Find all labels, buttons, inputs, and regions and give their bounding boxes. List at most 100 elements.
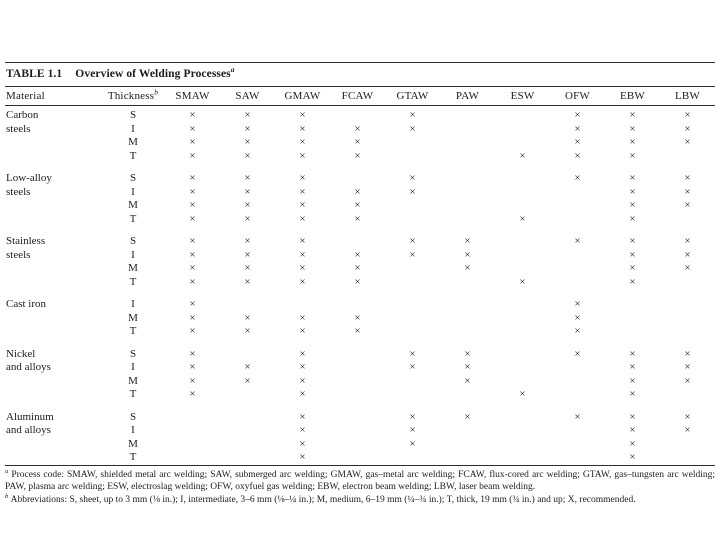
empty-cell [550, 424, 605, 438]
mark-cell-ebw: × [629, 248, 636, 261]
mark-cell-lbw: × [684, 410, 691, 423]
empty-cell [330, 411, 385, 425]
thickness-cell: I [131, 248, 135, 261]
mark-cell-saw: × [244, 185, 251, 198]
mark-cell-smaw: × [189, 136, 196, 148]
mark-cell-paw: × [464, 248, 471, 261]
mark-cell-paw: × [464, 347, 471, 360]
empty-cell [495, 361, 550, 375]
empty-cell [330, 424, 385, 438]
mark-cell-ofw: × [574, 122, 581, 135]
table-header-row: Material Thicknessb SMAW SAW GMAW FCAW GTAW P… [5, 86, 715, 106]
mark-cell-saw: × [244, 275, 251, 288]
empty-cell [220, 424, 275, 438]
thickness-cell: I [131, 298, 135, 310]
empty-cell [495, 424, 550, 438]
empty-cell [440, 424, 495, 438]
footnote-b-marker: b [5, 492, 9, 500]
mark-cell-smaw: × [189, 109, 196, 121]
mark-cell-gmaw: × [299, 361, 306, 373]
empty-cell [385, 312, 440, 326]
empty-cell [330, 451, 385, 465]
mark-cell-ebw: × [629, 212, 636, 225]
material-cell [5, 438, 101, 452]
mark-cell-gtaw: × [409, 235, 416, 247]
material-cell [5, 213, 101, 227]
empty-cell [440, 438, 495, 452]
empty-cell [440, 199, 495, 213]
mark-cell-fcaw: × [354, 325, 361, 337]
mark-cell-gtaw: × [409, 122, 416, 135]
mark-cell-esw: × [519, 149, 526, 162]
mark-cell-saw: × [244, 172, 251, 184]
material-cell [5, 388, 101, 402]
empty-cell [550, 186, 605, 200]
column-header-lbw: LBW [660, 86, 715, 106]
empty-cell [605, 298, 660, 312]
empty-cell [495, 172, 550, 186]
mark-cell-gmaw: × [299, 275, 306, 288]
mark-cell-saw: × [244, 325, 251, 337]
mark-cell-ebw: × [629, 172, 636, 184]
empty-cell [330, 235, 385, 249]
empty-cell [660, 213, 715, 227]
empty-cell [440, 451, 495, 465]
empty-cell [660, 438, 715, 452]
footnote-b-text: Abbreviations: S, sheet, up to 3 mm (⅛ i… [10, 494, 636, 505]
mark-cell-ebw: × [629, 424, 636, 436]
empty-cell [495, 375, 550, 389]
material-cell [5, 136, 101, 150]
thickness-cell: I [131, 361, 135, 373]
empty-cell [495, 199, 550, 213]
table-row: M × × × × × × [5, 375, 715, 389]
mark-cell-gtaw: × [409, 424, 416, 436]
mark-cell-saw: × [244, 311, 251, 324]
column-header-paw: PAW [440, 86, 495, 106]
mark-cell-smaw: × [189, 361, 196, 373]
mark-cell-saw: × [244, 136, 251, 148]
mark-cell-ofw: × [574, 410, 581, 423]
mark-cell-ebw: × [629, 275, 636, 288]
mark-cell-saw: × [244, 262, 251, 274]
table-title: TABLE 1.1 Overview of Welding Processesa [5, 63, 715, 86]
mark-cell-ofw: × [574, 347, 581, 360]
empty-cell [385, 136, 440, 150]
mark-cell-fcaw: × [354, 248, 361, 261]
table-row: M × × × × × × [5, 199, 715, 213]
mark-cell-smaw: × [189, 248, 196, 261]
mark-cell-lbw: × [684, 199, 691, 211]
group-spacer-row [5, 163, 715, 172]
mark-cell-smaw: × [189, 212, 196, 225]
thickness-cell: M [128, 311, 138, 324]
material-cell [5, 262, 101, 276]
mark-cell-smaw: × [189, 325, 196, 337]
table-row: Aluminum S × × × × × × [5, 411, 715, 425]
thickness-cell: S [129, 410, 137, 423]
column-header-material: Material [5, 86, 101, 106]
empty-cell [440, 150, 495, 164]
mark-cell-smaw: × [189, 149, 196, 162]
mark-cell-gmaw: × [299, 410, 306, 423]
thickness-cell: T [129, 388, 137, 400]
mark-cell-smaw: × [189, 185, 196, 198]
empty-cell [385, 213, 440, 227]
mark-cell-lbw: × [684, 347, 691, 360]
mark-cell-paw: × [464, 410, 471, 423]
mark-cell-ebw: × [629, 199, 636, 211]
mark-cell-saw: × [244, 212, 251, 225]
mark-cell-ebw: × [629, 451, 636, 463]
empty-cell [330, 172, 385, 186]
material-cell [5, 150, 101, 164]
mark-cell-gtaw: × [409, 437, 416, 450]
table-row: T × × × × [5, 388, 715, 402]
empty-cell [385, 375, 440, 389]
thickness-cell: T [129, 325, 137, 337]
mark-cell-lbw: × [684, 262, 691, 274]
mark-cell-lbw: × [684, 361, 691, 373]
table-row: and alloys I × × × × × × × [5, 361, 715, 375]
mark-cell-fcaw: × [354, 311, 361, 324]
table-row: T × × [5, 451, 715, 465]
mark-cell-smaw: × [189, 199, 196, 211]
mark-cell-lbw: × [684, 235, 691, 247]
empty-cell [550, 213, 605, 227]
